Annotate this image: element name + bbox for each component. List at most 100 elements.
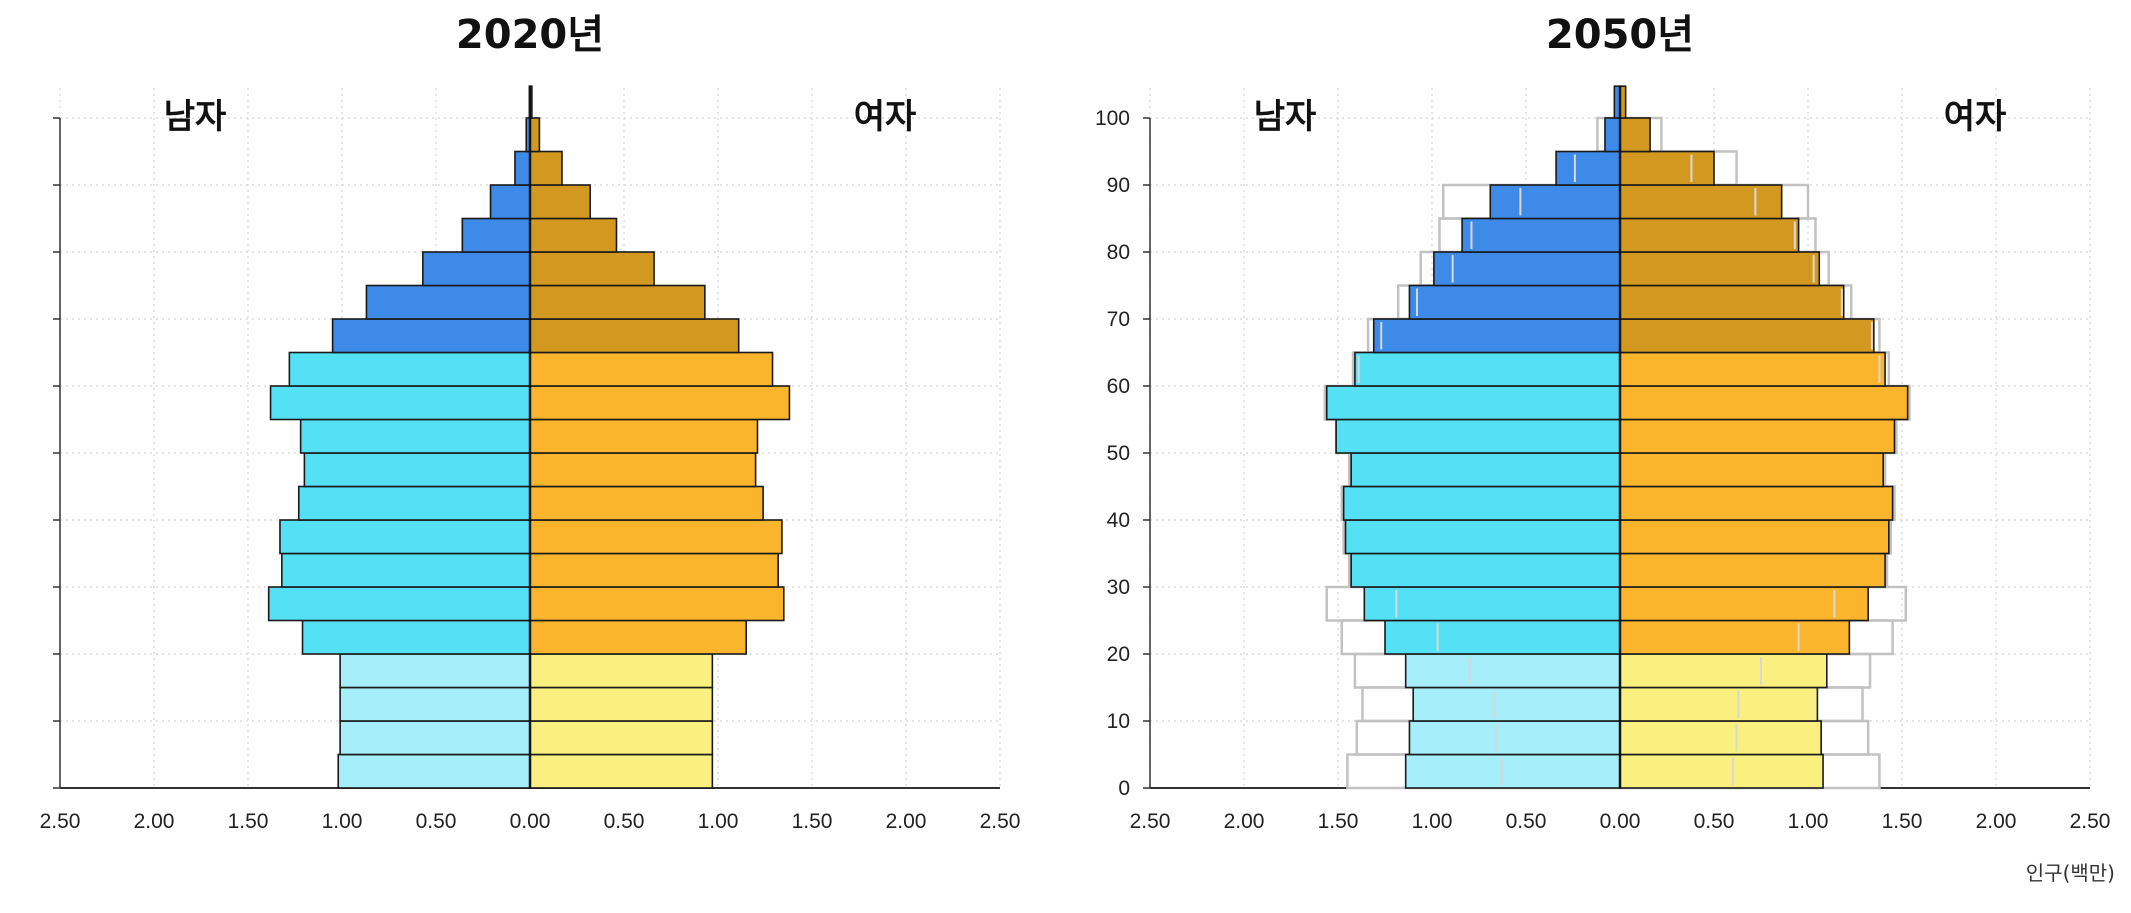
male-bar (1384, 619, 1621, 655)
female-bar (1619, 452, 1885, 488)
female-bar (1619, 619, 1851, 655)
y-tick-label: 100 (1095, 107, 1130, 130)
y-tick-label: 40 (1107, 509, 1130, 532)
male-bar (1433, 251, 1621, 287)
female-bar (529, 753, 714, 789)
male-bar (1408, 284, 1621, 320)
male-bar (288, 351, 531, 387)
female-bar (1619, 217, 1800, 253)
female-bar (529, 351, 774, 387)
female-bar (1619, 552, 1886, 588)
y-tick-label: 80 (1107, 241, 1130, 264)
male-bar (1408, 720, 1621, 756)
female-bar (529, 552, 779, 588)
male-bar (339, 653, 531, 689)
male-bar (299, 418, 531, 454)
x-tick-label: 0.50 (604, 810, 645, 833)
female-bar (1619, 485, 1894, 521)
male-bar (301, 619, 531, 655)
male-bar (297, 485, 531, 521)
female-bar (1619, 117, 1651, 153)
y-tick-label: 70 (1107, 308, 1130, 331)
female-bar (529, 485, 764, 521)
y-tick-label: 10 (1107, 710, 1130, 733)
female-bar (1619, 753, 1824, 789)
male-bar (1344, 519, 1621, 555)
male-bar (279, 519, 531, 555)
x-tick-label: 1.00 (322, 810, 363, 833)
male-bar (1363, 586, 1621, 622)
female-bar (529, 720, 714, 756)
panel-1 (53, 85, 1001, 789)
female-bar (529, 653, 714, 689)
y-tick-label: 30 (1107, 576, 1130, 599)
female-bar (529, 251, 655, 287)
male-bar (422, 251, 531, 287)
female-bar (1619, 150, 1715, 186)
female-bar (1619, 251, 1821, 287)
male-bar (489, 184, 531, 220)
male-bar (1354, 351, 1621, 387)
y-tick-label: 60 (1107, 375, 1130, 398)
x-tick-label: 1.00 (1412, 810, 1453, 833)
male-bar (365, 284, 531, 320)
male-bar (1412, 686, 1621, 722)
x-tick-label: 2.50 (40, 810, 81, 833)
male-bar (1350, 552, 1621, 588)
female-bar (529, 217, 618, 253)
male-bar (339, 720, 531, 756)
female-bar (529, 452, 757, 488)
female-bar (1619, 351, 1886, 387)
x-tick-label: 1.50 (1882, 810, 1923, 833)
chart-title: 2020년 (456, 12, 604, 58)
female-bar (1619, 586, 1869, 622)
x-tick-label: 2.50 (1130, 810, 1171, 833)
x-tick-label: 1.50 (792, 810, 833, 833)
x-tick-label: 1.00 (1788, 810, 1829, 833)
male-bar (267, 586, 531, 622)
female-bar (529, 184, 591, 220)
male-bar (1325, 385, 1621, 421)
y-tick-label: 50 (1107, 442, 1130, 465)
female-bar (1619, 318, 1875, 354)
female-bar (1619, 653, 1828, 689)
x-tick-label: 2.50 (980, 810, 1021, 833)
x-tick-label: 2.00 (134, 810, 175, 833)
female-bar (529, 586, 785, 622)
female-bar (1619, 184, 1783, 220)
male-bar (269, 385, 531, 421)
female-bar (1619, 519, 1890, 555)
female-bar (529, 418, 759, 454)
male-bar (514, 150, 531, 186)
female-bar (1619, 385, 1909, 421)
female-bar (1619, 720, 1822, 756)
male-bar (461, 217, 531, 253)
male-bar (303, 452, 531, 488)
chart-title: 2050년 (1546, 12, 1694, 58)
x-tick-label: 2.00 (1224, 810, 1265, 833)
x-tick-label: 1.50 (228, 810, 269, 833)
female-bar (529, 686, 714, 722)
female-label: 여자 (1944, 97, 2007, 137)
male-bar (1404, 753, 1621, 789)
male-bar (1489, 184, 1621, 220)
x-tick-label: 2.00 (886, 810, 927, 833)
x-tick-label: 0.00 (510, 810, 551, 833)
female-bar (529, 385, 791, 421)
y-tick-label: 90 (1107, 174, 1130, 197)
female-bar (1619, 284, 1845, 320)
panel-2 (1143, 85, 2091, 790)
female-bar (529, 284, 706, 320)
male-bar (1335, 418, 1621, 454)
male-bar (1604, 117, 1621, 153)
male-bar (1555, 150, 1621, 186)
male-bar (281, 552, 531, 588)
male-label: 남자 (164, 97, 227, 137)
male-bar (1342, 485, 1621, 521)
x-tick-label: 0.50 (1506, 810, 1547, 833)
y-tick-label: 20 (1107, 643, 1130, 666)
female-label: 여자 (854, 97, 917, 137)
male-label: 남자 (1254, 97, 1317, 137)
